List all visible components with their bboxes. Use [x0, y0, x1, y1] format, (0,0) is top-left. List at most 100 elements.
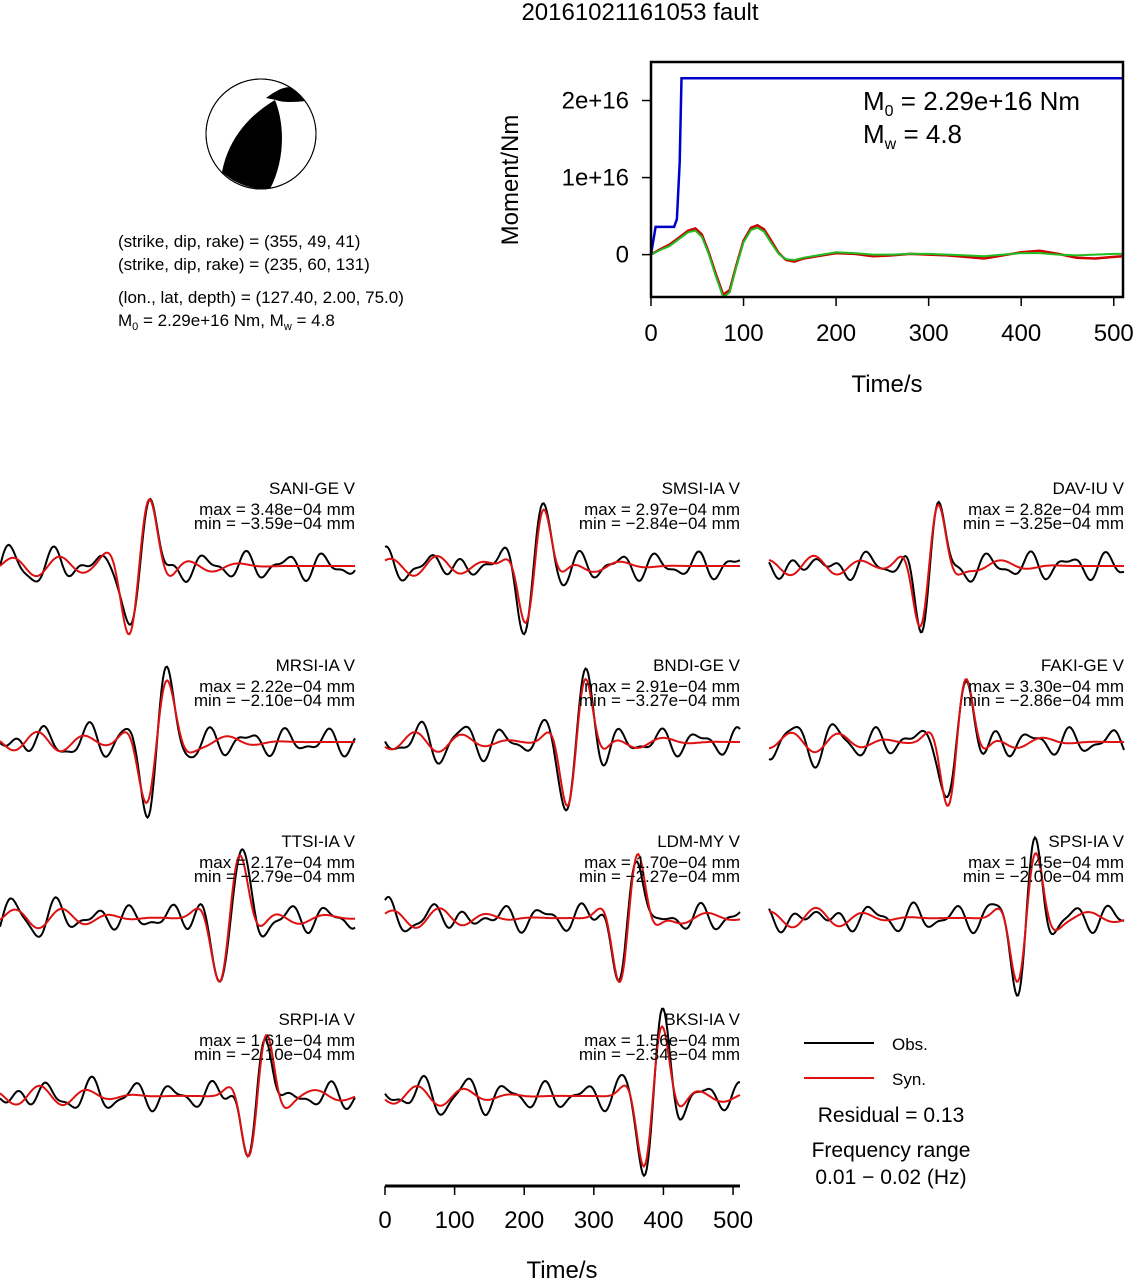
- mechanism-line-4: M0 = 2.29e+16 Nm, Mw = 4.8: [118, 311, 335, 333]
- legend: Obs. Syn.: [804, 1035, 928, 1089]
- station-max: max = 1.56e−04 mm: [584, 1031, 740, 1050]
- moment-axes: 0 100 200 300 400 500 0 1e+16 2e+16: [562, 88, 1134, 347]
- moment-ylabel: Moment/Nm: [497, 115, 524, 246]
- moment-xtick-label: 0: [644, 320, 657, 347]
- moment-plot-frame: [649, 60, 1125, 299]
- station-label: SPSI-IA V: [1048, 832, 1124, 851]
- station-label: SRPI-IA V: [278, 1010, 355, 1029]
- waveform-xtick-label: 0: [378, 1207, 391, 1234]
- station-min: min = −2.00e−04 mm: [963, 867, 1124, 886]
- moment-curve: [649, 76, 1123, 255]
- station-label: LDM-MY V: [657, 832, 740, 851]
- moment-m0-annotation: M0 = 2.29e+16 Nm: [863, 86, 1080, 120]
- moment-panel: 0 100 200 300 400 500 0 1e+16 2e+16 Moment/Nm Ti…: [497, 60, 1134, 398]
- synthetic-trace: [0, 679, 355, 805]
- observed-trace: [384, 860, 741, 983]
- station-max: max = 1.70e−04 mm: [584, 853, 740, 872]
- moment-xtick-label: 400: [1001, 320, 1041, 347]
- synthetic-trace: [768, 503, 1124, 628]
- moment-rate-observed: [650, 226, 1123, 299]
- legend-obs-label: Obs.: [892, 1035, 928, 1054]
- station-min: min = −2.84e−04 mm: [579, 514, 740, 533]
- station-label: BKSI-IA V: [664, 1010, 740, 1029]
- station-max: max = 2.82e−04 mm: [968, 500, 1124, 519]
- station-min: min = −2.27e−04 mm: [579, 867, 740, 886]
- station-max: max = 2.91e−04 mm: [584, 677, 740, 696]
- station-label: SMSI-IA V: [662, 479, 741, 498]
- station-min: min = −3.59e−04 mm: [194, 514, 355, 533]
- station-min: min = −2.10e−04 mm: [194, 1045, 355, 1064]
- moment-ytick-label: 2e+16: [562, 88, 629, 115]
- synthetic-trace: [0, 498, 355, 636]
- waveform-xtick-label: 500: [713, 1207, 753, 1234]
- station-max: max = 1.45e−04 mm: [968, 853, 1124, 872]
- moment-xlabel: Time/s: [851, 371, 922, 398]
- observed-trace: [0, 1038, 356, 1158]
- legend-syn-label: Syn.: [892, 1070, 926, 1089]
- synthetic-trace: [0, 854, 356, 983]
- figure-title: 20161021161053 fault: [521, 0, 758, 26]
- synthetic-trace: [768, 678, 1124, 807]
- station-min: min = −3.27e−04 mm: [579, 691, 740, 710]
- waveform-xtick-label: 100: [435, 1207, 475, 1234]
- station-label: MRSI-IA V: [276, 656, 356, 675]
- synthetic-trace: [384, 508, 740, 625]
- focal-mechanism-beachball: [205, 78, 317, 190]
- station-label: FAKI-GE V: [1041, 656, 1125, 675]
- waveform-xtick-label: 300: [574, 1207, 614, 1234]
- moment-ytick-label: 0: [616, 242, 629, 269]
- mechanism-line-1: (strike, dip, rake) = (355, 49, 41): [118, 232, 360, 251]
- observed-trace: [384, 667, 741, 812]
- station-max: max = 1.61e−04 mm: [199, 1031, 355, 1050]
- station-min: min = −2.86e−04 mm: [963, 691, 1124, 710]
- moment-xtick-label: 500: [1094, 320, 1134, 347]
- synthetic-trace: [384, 677, 740, 808]
- synthetic-trace: [384, 852, 741, 984]
- mechanism-info: (strike, dip, rake) = (355, 49, 41) (str…: [118, 232, 404, 333]
- station-max: max = 3.30e−04 mm: [968, 677, 1124, 696]
- station-label: DAV-IU V: [1053, 479, 1125, 498]
- station-min: min = −2.10e−04 mm: [194, 691, 355, 710]
- station-max: max = 2.22e−04 mm: [199, 677, 355, 696]
- synthetic-trace: [384, 1024, 741, 1168]
- moment-mw-annotation: Mw = 4.8: [863, 119, 962, 153]
- frequency-range-value: 0.01 − 0.02 (Hz): [815, 1166, 966, 1189]
- observed-trace: [384, 502, 741, 636]
- observed-trace: [0, 847, 356, 983]
- residual-text: Residual = 0.13: [818, 1104, 965, 1127]
- station-max: max = 3.48e−04 mm: [199, 500, 355, 519]
- moment-rate-synthetic: [650, 223, 1124, 297]
- station-min: min = −3.25e−04 mm: [963, 514, 1124, 533]
- synthetic-trace: [768, 852, 1125, 983]
- waveform-xtick-label: 400: [643, 1207, 683, 1234]
- moment-xtick-label: 200: [816, 320, 856, 347]
- moment-xtick-label: 300: [909, 320, 949, 347]
- station-label: TTSI-IA V: [281, 832, 355, 851]
- station-min: min = −2.79e−04 mm: [194, 867, 355, 886]
- frequency-range-title: Frequency range: [812, 1139, 971, 1162]
- mechanism-line-3: (lon., lat, depth) = (127.40, 2.00, 75.0…: [118, 288, 404, 307]
- moment-xtick-label: 100: [724, 320, 764, 347]
- synthetic-trace: [0, 1034, 356, 1158]
- station-min: min = −2.34e−04 mm: [579, 1045, 740, 1064]
- observed-trace: [768, 679, 1125, 799]
- station-max: max = 2.97e−04 mm: [584, 500, 740, 519]
- station-label: SANI-GE V: [269, 479, 356, 498]
- waveform-xlabel: Time/s: [526, 1257, 597, 1281]
- waveform-time-axis: 0 100 200 300 400 500: [378, 1184, 753, 1234]
- mechanism-line-2: (strike, dip, rake) = (235, 60, 131): [118, 255, 370, 274]
